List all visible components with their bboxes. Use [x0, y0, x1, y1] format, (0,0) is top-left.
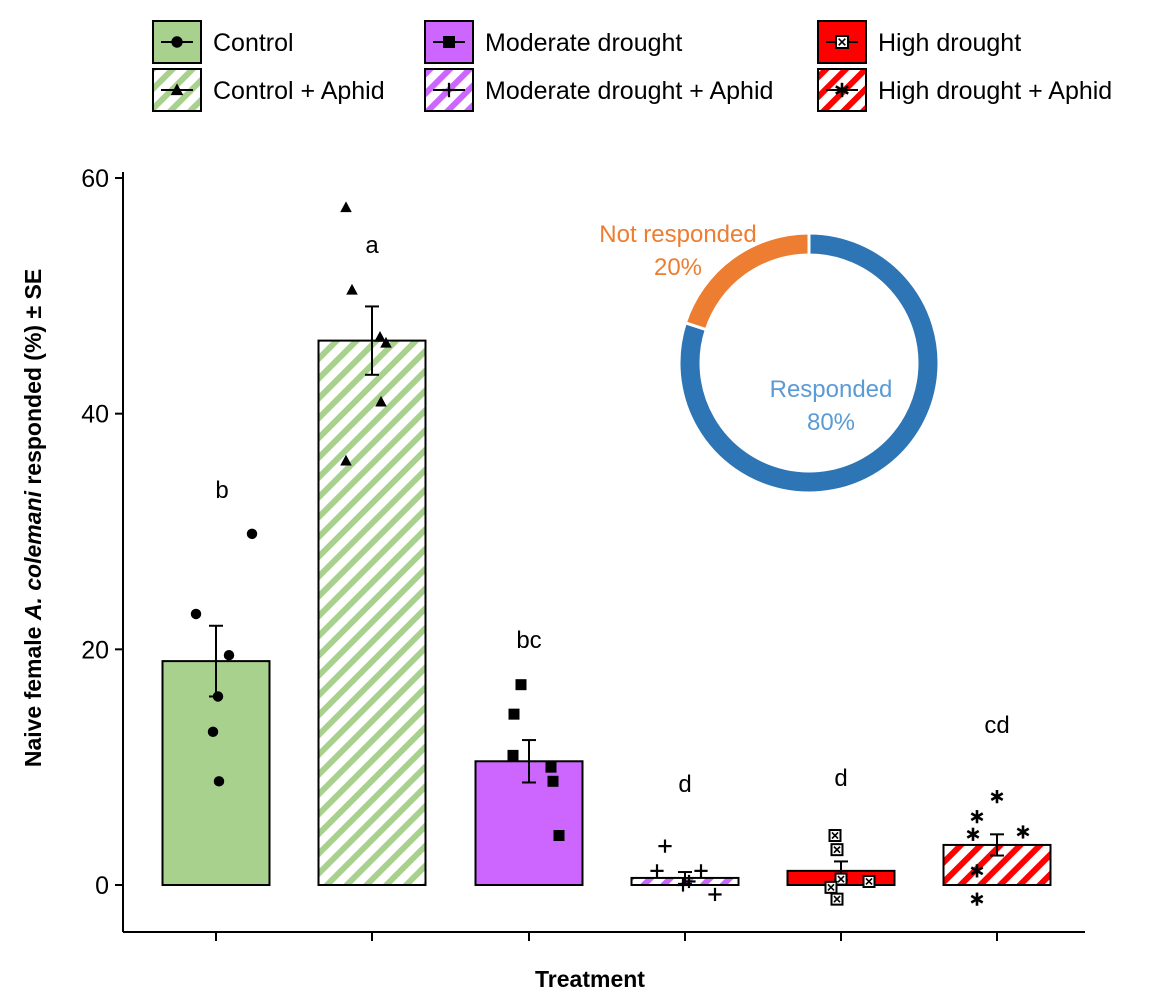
data-point-control — [207, 726, 219, 738]
bar-group-high-drought-aphid: cd — [942, 712, 1052, 886]
data-point-moderate-drought-aphid — [694, 864, 708, 878]
legend-label: Control + Aphid — [213, 77, 385, 105]
legend-item-high-drought-aphid: High drought + Aphid — [817, 68, 1112, 112]
donut-percent-responded: 80% — [807, 409, 855, 436]
bars: b a bc d d cd — [161, 232, 1052, 887]
legend-label: Moderate drought + Aphid — [485, 77, 773, 105]
data-points — [190, 201, 1030, 906]
data-point-high-drought-aphid — [970, 810, 984, 824]
legend-label: Control — [213, 29, 294, 57]
data-point-high-drought-aphid — [1016, 825, 1030, 839]
legend-item-moderate-drought: Moderate drought — [424, 20, 682, 64]
bar-control-aphid — [317, 339, 427, 886]
data-point-control — [246, 528, 258, 540]
data-point-high-drought-aphid — [970, 864, 984, 878]
data-point-control-aphid — [340, 454, 352, 466]
legend-item-control: Control — [152, 20, 294, 64]
legend-marker-asterisk — [835, 82, 849, 98]
data-point-moderate-drought — [547, 775, 559, 787]
data-point-moderate-drought — [507, 749, 519, 761]
data-point-control — [212, 691, 224, 702]
legend-item-control-aphid: Control + Aphid — [152, 68, 385, 112]
x-axis-title: Treatment — [535, 966, 645, 992]
data-point-high-drought-aphid — [966, 827, 980, 841]
data-point-high-drought-aphid — [990, 790, 1004, 804]
data-point-high-drought — [862, 874, 876, 888]
legend-marker-boxx — [835, 35, 849, 49]
data-point-high-drought — [834, 872, 848, 886]
data-point-high-drought — [824, 880, 838, 894]
data-point-moderate-drought — [515, 679, 527, 691]
legend-marker-plus — [441, 82, 457, 98]
legend-marker-triangle — [170, 83, 184, 96]
donut-label-not-responded: Not responded — [599, 221, 756, 248]
data-point-moderate-drought-aphid — [658, 839, 672, 853]
error-bar — [522, 739, 536, 784]
y-axis-title: Naive female A. colemani responded (%) ±… — [20, 269, 46, 767]
legend-label: Moderate drought — [485, 29, 682, 57]
error-bar — [990, 833, 1004, 857]
donut-slice-not-responded — [683, 231, 811, 332]
donut-percent-not-responded: 20% — [654, 254, 702, 281]
y-tick-label: 20 — [81, 636, 109, 664]
data-point-high-drought-aphid — [970, 892, 984, 906]
data-point-control-aphid — [340, 201, 352, 213]
significance-letter: b — [215, 477, 228, 504]
data-point-high-drought — [828, 829, 842, 843]
legend-marker-circle — [171, 36, 183, 48]
data-point-control-aphid — [346, 283, 358, 295]
donut-chart: Responded 80% Not responded 20% — [599, 221, 941, 495]
error-bar — [365, 305, 379, 376]
donut-slice-responded — [677, 231, 941, 495]
significance-letter: d — [834, 765, 847, 792]
data-point-high-drought — [830, 843, 844, 857]
data-point-high-drought — [830, 892, 844, 906]
data-point-moderate-drought — [553, 830, 565, 842]
significance-letter: d — [678, 771, 691, 798]
data-point-control — [223, 650, 235, 661]
data-point-control-aphid — [375, 395, 387, 407]
data-point-control-aphid — [374, 331, 386, 342]
y-tick-label: 60 — [81, 165, 109, 193]
data-point-moderate-drought — [508, 708, 520, 720]
data-point-moderate-drought-aphid — [650, 864, 664, 878]
y-tick-label: 0 — [95, 872, 109, 900]
data-point-moderate-drought-aphid — [676, 878, 690, 892]
donut-label-responded: Responded — [770, 376, 893, 403]
significance-letter: a — [365, 232, 379, 259]
legend-item-moderate-drought-aphid: Moderate drought + Aphid — [424, 68, 773, 112]
data-point-moderate-drought-aphid — [708, 887, 722, 902]
data-point-moderate-drought — [545, 761, 557, 773]
bar-group-high-drought: d — [786, 765, 896, 886]
legend-label: High drought — [878, 29, 1021, 57]
axes: 0 20 40 60 Treatment Naive female A. colemani… — [20, 165, 1085, 992]
legend-item-high-drought: High drought — [817, 20, 1021, 64]
bar-group-moderate-drought-aphid: d — [630, 771, 740, 886]
bar-group-control-aphid: a — [317, 232, 427, 886]
bar-group-moderate-drought: bc — [474, 627, 584, 887]
legend-label: High drought + Aphid — [878, 77, 1112, 105]
significance-letter: bc — [516, 627, 541, 654]
legend: Control Moderate drought High drought Contr… — [152, 20, 1112, 112]
data-point-control-aphid — [380, 336, 392, 348]
legend-marker-square — [443, 36, 455, 48]
significance-letter: cd — [984, 712, 1009, 739]
data-point-control — [213, 776, 225, 787]
y-tick-label: 40 — [81, 401, 109, 429]
data-point-control — [190, 608, 202, 620]
